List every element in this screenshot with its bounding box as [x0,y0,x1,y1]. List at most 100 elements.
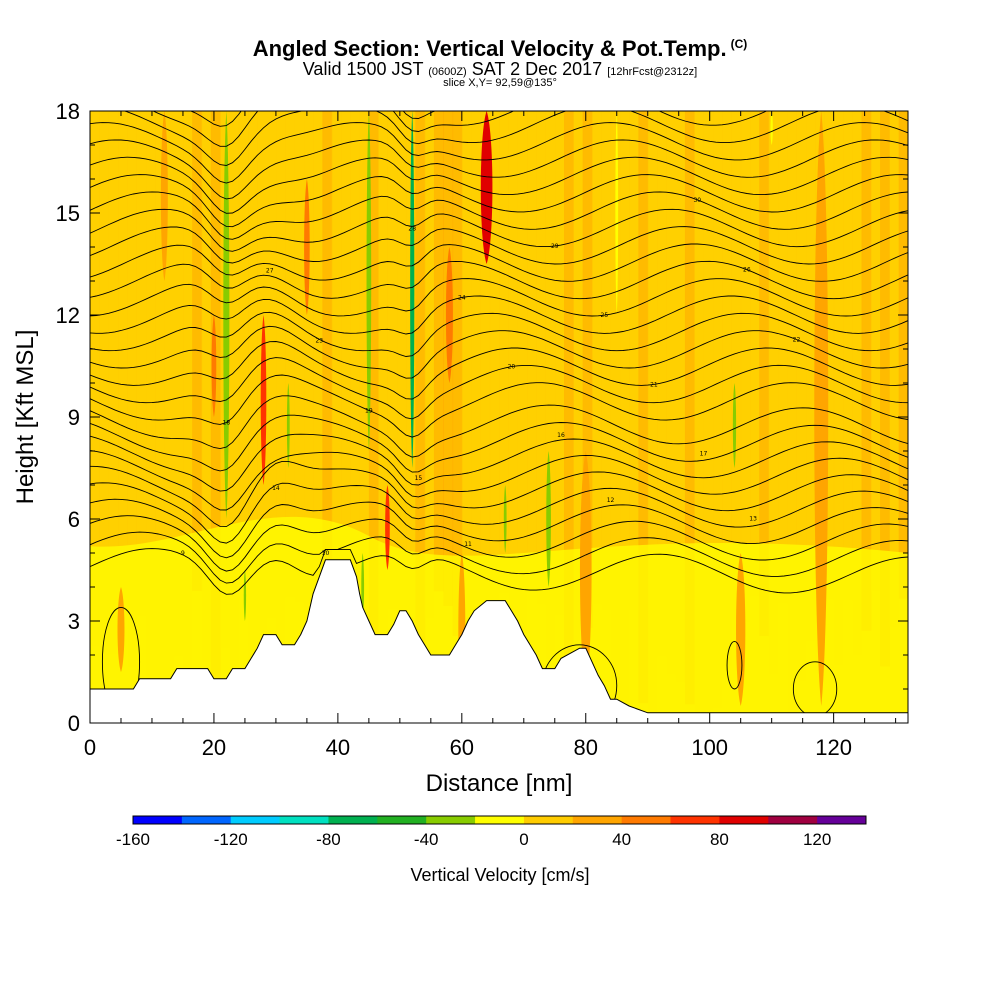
velocity-band [684,111,695,705]
velocity-band [554,111,565,616]
velocity-band [229,111,240,685]
velocity-band [619,111,630,721]
y-tick-label: 6 [68,507,80,532]
velocity-band [842,111,853,601]
contour-label: 27 [266,268,274,275]
theta-contour [90,243,908,282]
colorbar-swatch [768,816,818,824]
velocity-band [787,111,798,714]
velocity-band [424,111,435,619]
contour-label: 29 [551,243,559,250]
colorbar-swatch [328,816,378,824]
chart-title: Angled Section: Vertical Velocity & Pot.… [252,36,748,61]
velocity-band [870,111,881,592]
velocity-band [824,111,835,600]
velocity-band [285,111,296,598]
velocity-band [610,111,621,718]
theta-contour [90,531,908,584]
x-tick-label: 80 [574,735,598,760]
velocity-band [322,111,333,635]
theta-contour [90,311,908,357]
velocity-band [564,111,574,688]
velocity-band [722,111,733,667]
colorbar: -160 -120 -80 -40 0 40 80 120 [116,815,867,849]
velocity-band [117,111,128,604]
theta-contour [90,433,908,492]
x-tick-label: 40 [326,735,350,760]
y-axis-ticks: 0 3 6 9 12 15 18 [56,99,908,736]
downdraft-cell [770,111,773,145]
updraft-cell-core [483,117,490,258]
velocity-band [90,111,100,647]
velocity-band [99,111,110,690]
theta-contour [90,226,908,265]
colorbar-label: Vertical Velocity [cm/s] [410,865,589,885]
colorbar-swatch [817,816,867,824]
velocity-band [666,111,677,675]
velocity-band [489,111,500,623]
velocity-band [675,111,686,683]
chart-subtitle: Valid 1500 JST (0600Z) SAT 2 Dec 2017 [1… [302,59,698,79]
colorbar-swatch [133,816,183,824]
velocity-band [136,111,147,617]
velocity-band [248,111,258,692]
updraft-cell [160,111,168,281]
velocity-band [396,111,407,664]
theta-contour-closed [726,640,743,690]
velocity-band [340,111,351,711]
colorbar-frame [132,815,867,825]
velocity-band [768,111,779,675]
velocity-band [712,111,723,709]
theta-contour [90,482,908,544]
theta-contour [90,156,908,214]
updraft-cell [117,587,125,672]
contour-label: 12 [607,497,615,504]
velocity-band [852,111,863,656]
contour-label: 16 [557,432,565,439]
velocity-band [582,111,593,629]
velocity-band [127,111,138,668]
velocity-band [638,111,649,704]
velocity-band [833,111,844,666]
velocity-band [433,111,444,592]
velocity-band [331,111,342,693]
contour-label: 10 [322,550,330,557]
velocity-band [536,111,547,605]
contour-label: 22 [793,337,801,344]
velocity-band [313,111,324,669]
colorbar-swatch [377,816,427,824]
downdraft-cell [286,383,290,468]
downdraft-cell [615,111,619,315]
velocity-band [350,111,361,667]
velocity-band [777,111,788,604]
velocity-band [359,111,370,636]
velocity-band [294,111,305,603]
velocity-band [145,111,156,713]
contour-label: 28 [408,225,416,232]
updraft-cell [814,111,829,706]
velocity-band [740,111,751,623]
velocity-band [192,111,203,592]
downdraft-cell [732,383,737,468]
theta-contour [189,111,437,127]
x-axis-label: Distance [nm] [426,770,573,797]
velocity-band [173,111,184,657]
velocity-band [749,111,760,597]
velocity-band [238,111,249,589]
theta-contour [90,515,908,572]
velocity-band [601,111,612,611]
slice-caption: slice X,Y= 92,59@135° [443,77,557,89]
x-tick-label: 20 [202,735,226,760]
theta-contour [90,174,908,228]
plot-area: 9 101112131415161718192021222324252627282… [90,111,908,723]
velocity-band [387,111,398,609]
colorbar-swatch [230,816,281,824]
velocity-band [452,111,463,636]
updraft-cell-core [262,321,265,479]
theta-contour [90,341,908,400]
velocity-band [591,111,602,605]
contour-label: 24 [458,294,466,301]
theta-contours: 9 101112131415161718192021222324252627282… [90,111,908,723]
velocity-band [647,111,658,716]
downdraft-cell-core [411,117,414,462]
